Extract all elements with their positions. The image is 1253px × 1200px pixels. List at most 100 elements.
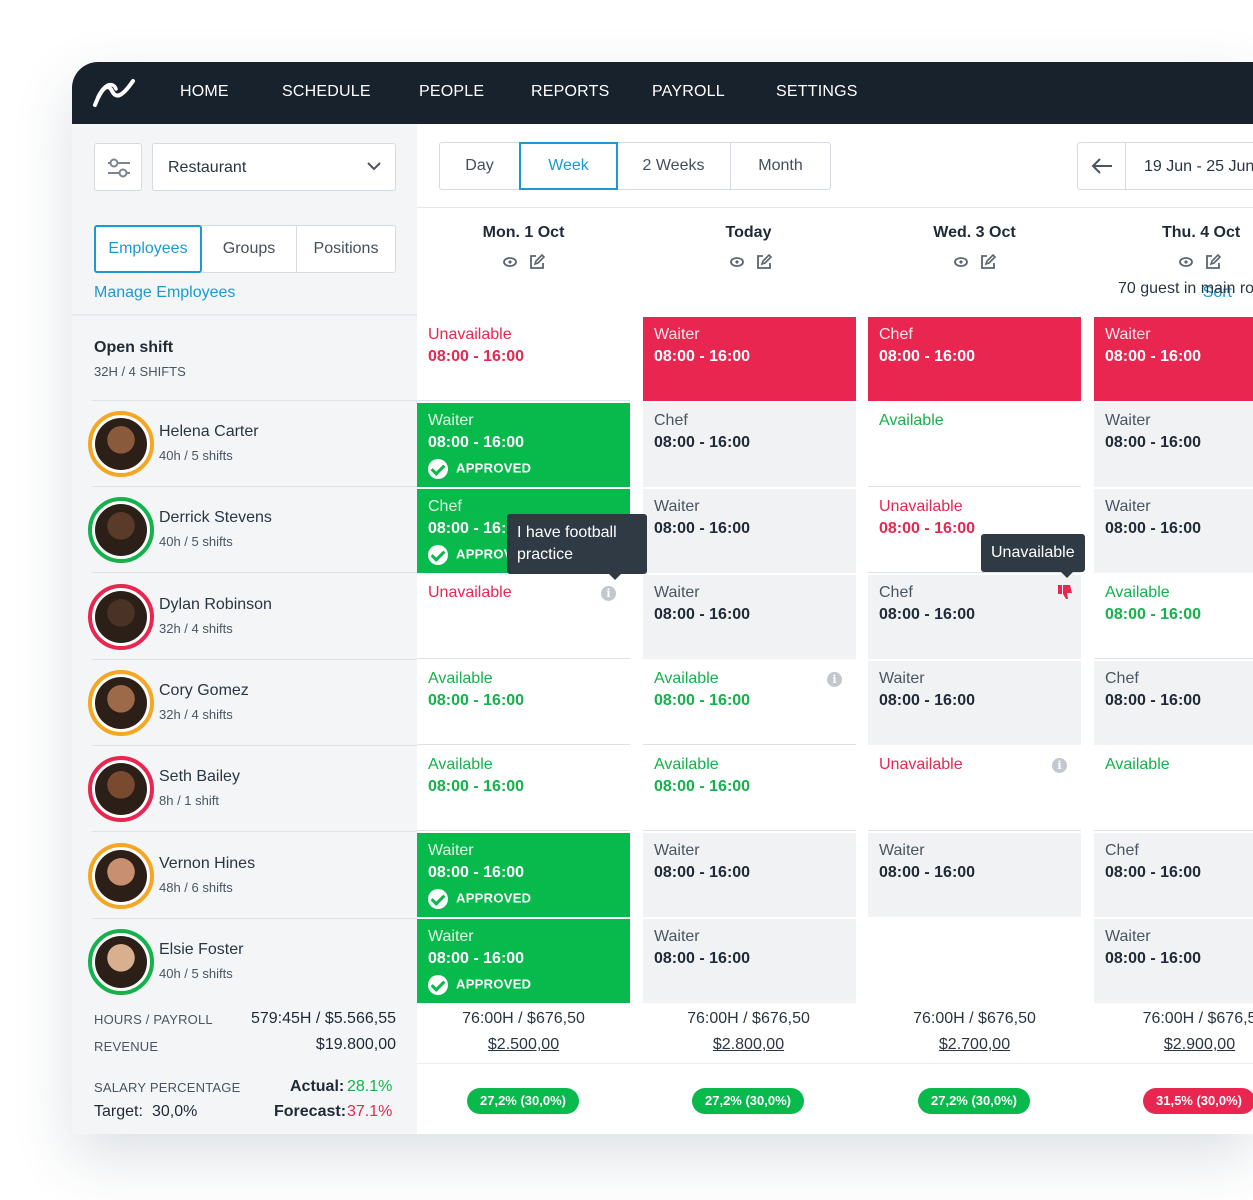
eye-icon[interactable]: [1178, 254, 1194, 270]
shift-cell[interactable]: Available: [868, 403, 1081, 487]
shift-cell[interactable]: Available 08:00 - 16:00 i: [643, 661, 856, 745]
tab-month[interactable]: Month: [758, 157, 803, 174]
shift-cell[interactable]: Unavailable 08:00 - 16:00: [417, 317, 630, 401]
employee-row[interactable]: Vernon Hines 48h / 6 shifts: [72, 833, 417, 919]
employee-hours: 40h / 5 shifts: [159, 965, 233, 981]
shift-cell[interactable]: Waiter 08:00 - 16:00: [643, 575, 856, 659]
nav-reports[interactable]: REPORTS: [531, 83, 610, 100]
manage-employees-link[interactable]: Manage Employees: [94, 284, 236, 301]
eye-icon[interactable]: [729, 254, 745, 270]
day-revenue-link[interactable]: $2.700,00: [938, 1036, 1011, 1053]
nav-settings[interactable]: SETTINGS: [776, 83, 858, 100]
target-value: 30,0%: [152, 1103, 198, 1120]
info-icon[interactable]: i: [827, 672, 842, 687]
approved-label: APPROVED: [456, 976, 532, 992]
shift-cell[interactable]: Chef 08:00 - 16:00: [868, 317, 1081, 401]
tab-day[interactable]: Day: [440, 143, 520, 189]
employee-row[interactable]: Elsie Foster 40h / 5 shifts: [72, 919, 417, 1005]
day-revenue-link[interactable]: $2.500,00: [487, 1036, 560, 1053]
shift-cell[interactable]: Available: [1094, 747, 1253, 831]
day-label: Today: [725, 224, 772, 241]
eye-icon[interactable]: [502, 254, 518, 270]
avatar-photo: [95, 504, 147, 557]
shift-role: Unavailable: [428, 326, 512, 343]
day-label: Mon. 1 Oct: [482, 224, 565, 241]
row-divider: [92, 572, 417, 574]
filter-button[interactable]: [94, 143, 142, 191]
open-shift-row: Open shift 32H / 4 SHIFTS: [72, 317, 417, 401]
eye-icon[interactable]: [953, 254, 969, 270]
avatar[interactable]: [88, 583, 154, 650]
nav-schedule[interactable]: SCHEDULE: [282, 83, 371, 100]
shift-cell[interactable]: Unavailable i: [868, 747, 1081, 831]
shift-cell[interactable]: Waiter 08:00 - 16:00: [1094, 489, 1253, 573]
salary-percentage-badge: 31,5% (30,0%): [1143, 1088, 1253, 1114]
avatar[interactable]: [88, 756, 154, 823]
avatar[interactable]: [88, 497, 154, 564]
employee-row[interactable]: Seth Bailey 8h / 1 shift: [72, 746, 417, 833]
employee-name: Derrick Stevens: [159, 509, 272, 527]
shift-cell[interactable]: Waiter 08:00 - 16:00: [868, 661, 1081, 745]
shift-cell[interactable]: Waiter 08:00 - 16:00 APPROVED: [417, 403, 630, 487]
shift-cell[interactable]: Waiter 08:00 - 16:00: [643, 317, 856, 401]
day-hours-payroll: 76:00H / $676,50: [687, 1010, 810, 1027]
day-header: Wed. 3 Oct: [862, 207, 1087, 315]
avatar[interactable]: [88, 669, 154, 736]
shift-time: 08:00 - 16:00: [1105, 520, 1202, 537]
avatar[interactable]: [88, 928, 154, 995]
location-select[interactable]: Restaurant: [152, 143, 396, 191]
shift-cell[interactable]: Waiter 08:00 - 16:00: [643, 919, 856, 1003]
shift-cell[interactable]: Waiter 08:00 - 16:00: [643, 489, 856, 573]
sort-link[interactable]: Sort: [1202, 284, 1232, 301]
shift-cell[interactable]: Available 08:00 - 16:00: [417, 747, 630, 831]
shift-role: Chef: [428, 498, 462, 515]
shift-cell[interactable]: Available 08:00 - 16:00: [1094, 575, 1253, 659]
day-revenue-link[interactable]: $2.900,00: [1163, 1036, 1236, 1053]
open-shift-summary: 32H / 4 SHIFTS: [94, 364, 186, 379]
shift-time: 08:00 - 16:00: [654, 778, 751, 795]
hours-payroll-row: HOURS / PAYROLL 579:45H / $5.566,55 REVE…: [72, 1000, 1253, 1064]
row-divider: [92, 744, 417, 746]
employee-row[interactable]: Dylan Robinson 32h / 4 shifts: [72, 574, 417, 660]
shift-cell[interactable]: Chef 08:00 - 16:00: [643, 403, 856, 487]
shift-cell[interactable]: Chef 08:00 - 16:00: [1094, 661, 1253, 745]
tab-2-weeks[interactable]: 2 Weeks: [617, 143, 731, 189]
shift-cell[interactable]: Waiter 08:00 - 16:00: [643, 833, 856, 917]
segment-positions[interactable]: Positions: [313, 240, 379, 257]
shift-cell[interactable]: Waiter 08:00 - 16:00: [1094, 919, 1253, 1003]
edit-icon[interactable]: [1205, 253, 1222, 270]
previous-week-button[interactable]: [1078, 143, 1126, 189]
avatar[interactable]: [88, 842, 154, 909]
approved-label: APPROVED: [456, 460, 532, 476]
employee-row[interactable]: Derrick Stevens 40h / 5 shifts: [72, 487, 417, 574]
shift-cell[interactable]: Chef 08:00 - 16:00: [868, 575, 1081, 659]
shift-cell[interactable]: Available 08:00 - 16:00: [643, 747, 856, 831]
tab-week[interactable]: Week: [519, 142, 618, 190]
nav-payroll[interactable]: PAYROLL: [652, 83, 725, 100]
segment-employees[interactable]: Employees: [94, 225, 202, 273]
avatar[interactable]: [88, 411, 154, 477]
info-icon[interactable]: i: [1052, 758, 1067, 773]
shift-cell[interactable]: Waiter 08:00 - 16:00: [1094, 403, 1253, 487]
shift-cell[interactable]: Unavailable i: [417, 575, 630, 659]
shift-cell[interactable]: Waiter 08:00 - 16:00: [1094, 317, 1253, 401]
employee-row[interactable]: Cory Gomez 32h / 4 shifts: [72, 660, 417, 746]
thumbs-down-icon[interactable]: [1057, 584, 1073, 605]
shift-cell[interactable]: Chef 08:00 - 16:00: [1094, 833, 1253, 917]
shift-cell[interactable]: Waiter 08:00 - 16:00 APPROVED: [417, 833, 630, 917]
employee-row[interactable]: Helena Carter 40h / 5 shifts: [72, 401, 417, 487]
shift-cell[interactable]: Waiter 08:00 - 16:00 APPROVED: [417, 919, 630, 1003]
shift-role: Available: [654, 670, 719, 687]
approved-badge: APPROVED: [428, 889, 531, 909]
day-revenue-link[interactable]: $2.800,00: [712, 1036, 785, 1053]
nav-home[interactable]: HOME: [180, 83, 229, 100]
edit-icon[interactable]: [980, 253, 997, 270]
edit-icon[interactable]: [529, 253, 546, 270]
edit-icon[interactable]: [756, 253, 773, 270]
logo-icon[interactable]: [92, 77, 136, 109]
shift-cell[interactable]: Available 08:00 - 16:00: [417, 661, 630, 745]
info-icon[interactable]: i: [601, 586, 616, 601]
segment-groups[interactable]: Groups: [202, 226, 297, 272]
nav-people[interactable]: PEOPLE: [419, 83, 485, 100]
shift-cell[interactable]: Waiter 08:00 - 16:00: [868, 833, 1081, 917]
